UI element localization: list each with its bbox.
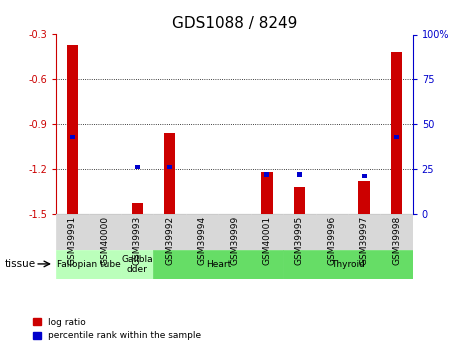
- Bar: [283, 250, 413, 279]
- Bar: [164, 133, 175, 214]
- Text: GSM39992: GSM39992: [165, 216, 174, 265]
- Bar: [56, 214, 89, 250]
- Text: GSM40001: GSM40001: [262, 216, 272, 265]
- Bar: [261, 172, 272, 214]
- Legend: log ratio, percentile rank within the sample: log ratio, percentile rank within the sa…: [33, 318, 201, 341]
- Text: GSM39993: GSM39993: [133, 216, 142, 265]
- Text: GSM39997: GSM39997: [360, 216, 369, 265]
- Bar: [283, 214, 316, 250]
- Bar: [153, 214, 186, 250]
- Bar: [121, 214, 153, 250]
- Bar: [265, 172, 269, 177]
- Bar: [70, 135, 75, 139]
- Bar: [135, 165, 140, 169]
- Bar: [380, 214, 413, 250]
- Bar: [153, 250, 283, 279]
- Text: GSM39999: GSM39999: [230, 216, 239, 265]
- Bar: [67, 45, 78, 214]
- Bar: [362, 174, 367, 178]
- Text: Heart: Heart: [206, 260, 231, 269]
- Text: GSM39996: GSM39996: [327, 216, 336, 265]
- Bar: [391, 52, 402, 214]
- Text: Thyroid: Thyroid: [331, 260, 365, 269]
- Bar: [132, 204, 143, 214]
- Text: GSM39994: GSM39994: [197, 216, 207, 265]
- Text: GSM39991: GSM39991: [68, 216, 77, 265]
- Bar: [348, 214, 380, 250]
- Bar: [251, 214, 283, 250]
- Bar: [89, 214, 121, 250]
- Bar: [294, 187, 305, 214]
- Title: GDS1088 / 8249: GDS1088 / 8249: [172, 16, 297, 31]
- Bar: [218, 214, 251, 250]
- Bar: [394, 135, 399, 139]
- Bar: [358, 181, 370, 214]
- Bar: [56, 250, 121, 279]
- Text: tissue: tissue: [5, 259, 36, 269]
- Text: GSM39998: GSM39998: [392, 216, 401, 265]
- Bar: [186, 214, 218, 250]
- Bar: [167, 165, 172, 169]
- Bar: [316, 214, 348, 250]
- Bar: [121, 250, 153, 279]
- Text: Gallbla
dder: Gallbla dder: [121, 255, 153, 275]
- Bar: [297, 172, 302, 177]
- Text: Fallopian tube: Fallopian tube: [57, 260, 121, 269]
- Text: GSM40000: GSM40000: [100, 216, 109, 265]
- Text: GSM39995: GSM39995: [295, 216, 304, 265]
